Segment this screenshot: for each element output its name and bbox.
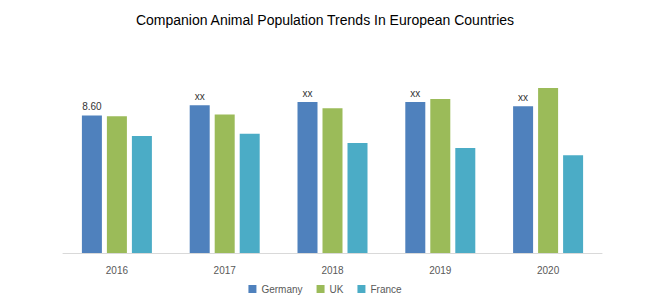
svg-text:France: France (370, 284, 402, 295)
svg-text:2017: 2017 (214, 265, 237, 276)
svg-text:xx: xx (303, 88, 313, 99)
svg-text:8.60: 8.60 (82, 101, 102, 112)
svg-text:Companion Animal Population Tr: Companion Animal Population Trends In Eu… (136, 12, 514, 28)
svg-text:2019: 2019 (429, 265, 452, 276)
svg-text:UK: UK (330, 284, 344, 295)
svg-text:Germany: Germany (261, 284, 302, 295)
svg-text:xx: xx (195, 91, 205, 102)
svg-text:2020: 2020 (537, 265, 560, 276)
svg-text:xx: xx (518, 92, 528, 103)
svg-text:2018: 2018 (321, 265, 344, 276)
svg-text:2016: 2016 (106, 265, 129, 276)
svg-text:xx: xx (410, 88, 420, 99)
